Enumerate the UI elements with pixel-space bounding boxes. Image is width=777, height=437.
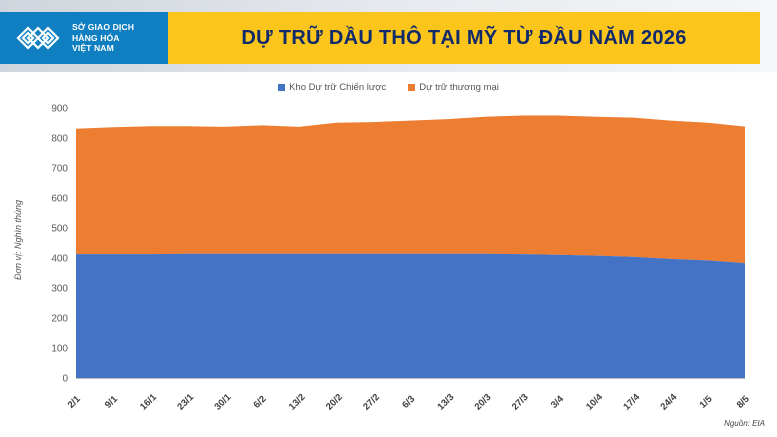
chart-title: DỰ TRỮ DẦU THÔ TẠI MỸ TỪ ĐẦU NĂM 2026 (241, 26, 687, 49)
y-tick-label: 500 (51, 224, 68, 235)
x-tick-label: 23/1 (175, 391, 196, 412)
x-tick-label: 16/1 (138, 391, 159, 412)
x-tick-label: 10/4 (584, 391, 605, 412)
y-tick-label: 200 (51, 314, 68, 325)
y-tick-label: 300 (51, 284, 68, 295)
source-note: Nguồn: EIA (724, 419, 765, 428)
y-tick-label: 800 (51, 134, 68, 145)
logo-line-2: HÀNG HÓA (72, 32, 120, 43)
legend-label-strategic: Kho Dự trữ Chiến lược (289, 82, 387, 93)
logo-line-1: SỞ GIAO DỊCH (72, 22, 135, 33)
legend-swatch-strategic (278, 84, 286, 91)
x-tick-label: 8/5 (735, 393, 753, 411)
x-tick-label: 20/3 (473, 392, 494, 413)
area-series-strategic (76, 253, 745, 378)
y-tick-label: 700 (51, 164, 68, 175)
y-tick-label: 600 (51, 194, 68, 205)
y-tick-label: 900 (51, 104, 68, 115)
logo-line-3: VIỆT NAM (72, 43, 114, 54)
area-series-commercial (76, 115, 745, 264)
legend-item-strategic: Kho Dự trữ Chiến lược (278, 82, 386, 93)
legend-swatch-commercial (408, 84, 416, 91)
y-tick-label: 0 (62, 374, 68, 385)
x-tick-label: 2/1 (66, 393, 84, 411)
x-tick-label: 3/4 (549, 393, 567, 411)
y-tick-label: 100 (51, 344, 68, 355)
y-tick-label: 400 (51, 254, 68, 265)
legend-label-commercial: Dự trữ thương mại (419, 82, 499, 93)
x-tick-label: 1/5 (698, 393, 716, 411)
chart-legend: Kho Dự trữ Chiến lược Dự trữ thương mại (0, 82, 777, 93)
x-tick-label: 27/3 (510, 392, 531, 413)
x-tick-label: 17/4 (621, 391, 642, 412)
logo-chevron-icon (16, 26, 60, 50)
logo-text: SỞ GIAO DỊCH HÀNG HÓA VIỆT NAM (72, 22, 134, 54)
x-tick-label: 30/1 (212, 391, 233, 412)
x-tick-label: 6/3 (400, 394, 417, 411)
x-tick-label: 20/2 (324, 392, 345, 413)
brand-logo: SỞ GIAO DỊCH HÀNG HÓA VIỆT NAM (0, 12, 168, 64)
title-bar: DỰ TRỮ DẦU THÔ TẠI MỸ TỪ ĐẦU NĂM 2026 (168, 12, 760, 64)
x-tick-label: 9/1 (103, 393, 121, 411)
x-tick-label: 27/2 (361, 392, 382, 413)
legend-item-commercial: Dự trữ thương mại (408, 82, 499, 93)
x-tick-label: 13/3 (435, 392, 456, 413)
x-tick-label: 6/2 (252, 394, 269, 411)
x-tick-label: 24/4 (658, 391, 679, 412)
x-tick-label: 13/2 (287, 392, 308, 413)
